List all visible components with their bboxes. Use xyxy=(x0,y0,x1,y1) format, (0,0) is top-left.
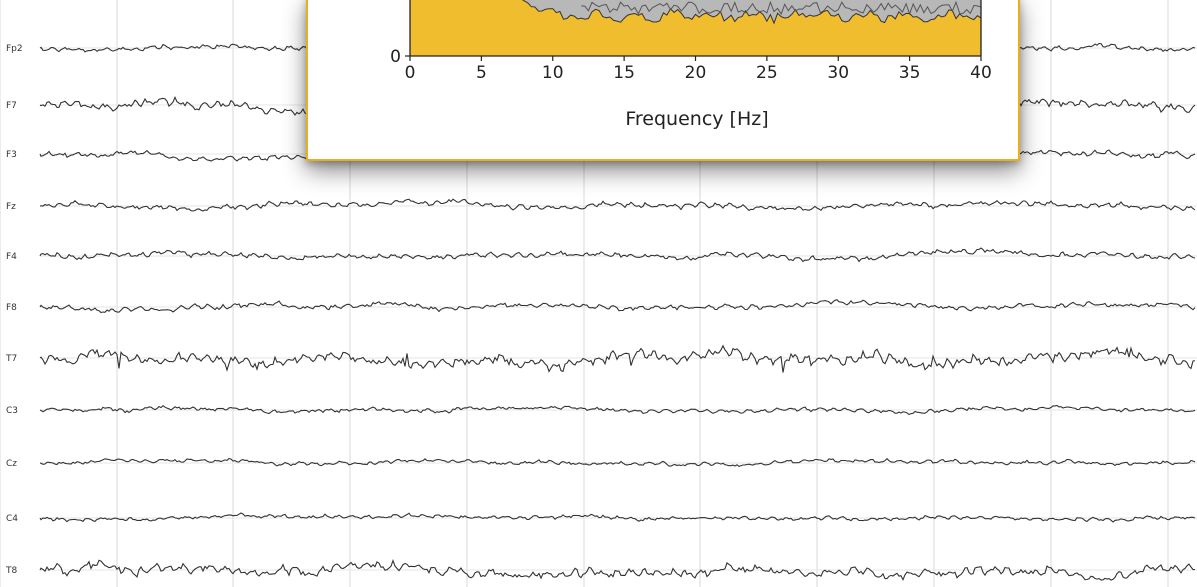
channel-label-t7: T7 xyxy=(5,354,17,364)
channel-label-f8: F8 xyxy=(6,303,17,313)
x-tick-label: 10 xyxy=(542,63,564,83)
channel-label-cz: Cz xyxy=(6,459,17,469)
channel-label-c3: C3 xyxy=(6,406,18,416)
eeg-trace-c4 xyxy=(39,512,1196,523)
channel-label-f4: F4 xyxy=(6,252,17,262)
channel-label-fp2: Fp2 xyxy=(6,44,23,54)
x-tick-label: 40 xyxy=(970,63,992,83)
spectrum-mean-line xyxy=(581,0,982,16)
spectrum-axes: 0 5 10 15 20 25 30 35 40 0 xyxy=(390,0,992,83)
spectrum-plot-area xyxy=(410,0,982,56)
eeg-trace-c3 xyxy=(39,404,1196,416)
power-spectrum-chart: 0 5 10 15 20 25 30 35 40 0 Frequency [Hz] xyxy=(390,0,992,130)
eeg-trace-t8 xyxy=(39,558,1196,582)
channel-label-fz: Fz xyxy=(6,202,16,212)
x-tick-label: 0 xyxy=(405,63,416,83)
x-tick-label: 35 xyxy=(899,63,921,83)
x-tick-label: 15 xyxy=(613,63,635,83)
x-tick-label: 5 xyxy=(476,63,487,83)
eeg-trace-f4 xyxy=(39,247,1196,263)
eeg-trace-t7 xyxy=(39,344,1196,373)
channel-label-t8: T8 xyxy=(5,566,17,576)
eeg-trace-cz xyxy=(39,457,1196,468)
eeg-trace-fz xyxy=(39,198,1196,212)
y-tick-label: 0 xyxy=(390,47,401,67)
x-tick-label: 25 xyxy=(756,63,778,83)
channel-label-f3: F3 xyxy=(6,150,17,160)
x-tick-label: 20 xyxy=(685,63,707,83)
x-axis-label: Frequency [Hz] xyxy=(625,108,768,130)
x-tick-label: 30 xyxy=(827,63,849,83)
channel-label-f7: F7 xyxy=(6,101,17,111)
power-spectrum-inset: 0 5 10 15 20 25 30 35 40 0 Frequency [Hz] xyxy=(306,0,1020,161)
channel-label-c4: C4 xyxy=(6,514,18,524)
eeg-trace-f8 xyxy=(39,299,1196,314)
